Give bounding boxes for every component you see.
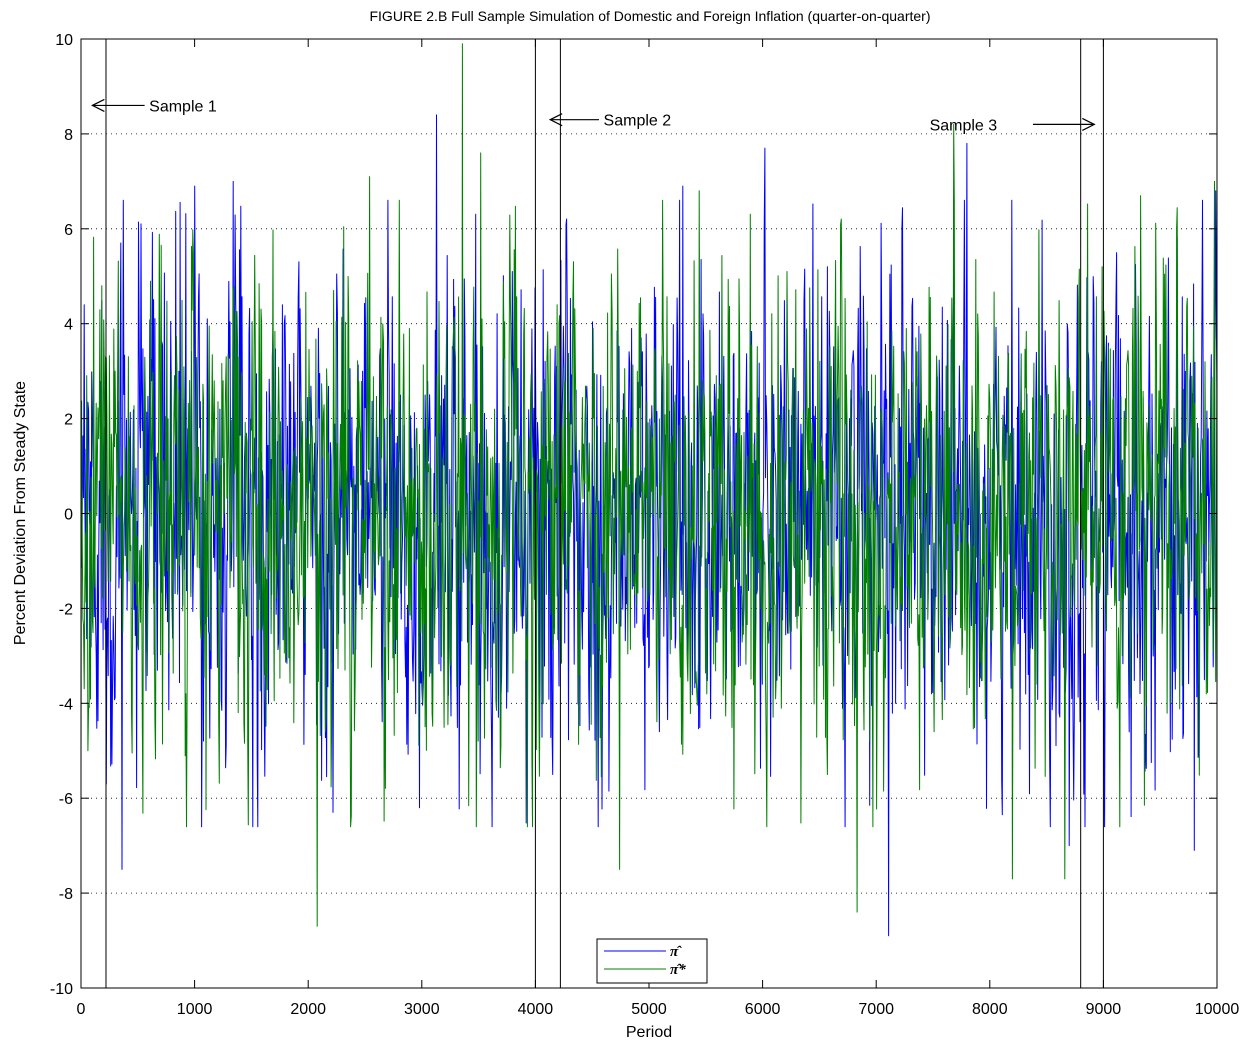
annotation-label: Sample 3 xyxy=(930,117,998,134)
y-tick-label: 10 xyxy=(55,32,73,49)
y-tick-label: -4 xyxy=(59,696,73,713)
y-tick-label: 8 xyxy=(64,127,73,144)
x-tick-label: 5000 xyxy=(631,1001,667,1018)
legend: π̂π̂* xyxy=(596,938,708,984)
legend-label: π̂* xyxy=(670,962,686,978)
annotation-label: Sample 1 xyxy=(149,98,217,115)
plot-area: Sample 1 Sample 2 Sample 3 0 1000 2000 3000 400… xyxy=(50,32,1239,1018)
y-tick-label: -8 xyxy=(59,886,73,903)
series-group xyxy=(81,43,1217,937)
x-tick-label: 6000 xyxy=(745,1001,781,1018)
x-tick-label: 0 xyxy=(77,1001,86,1018)
x-tick-label: 3000 xyxy=(404,1001,440,1018)
x-tick-label: 8000 xyxy=(972,1001,1008,1018)
y-tick-label: 4 xyxy=(64,317,73,334)
annotation-label: Sample 2 xyxy=(604,113,672,130)
x-tick-label: 7000 xyxy=(858,1001,894,1018)
y-tick-label: -10 xyxy=(50,981,73,998)
annotation-arrowhead xyxy=(1082,117,1096,131)
chart-title: FIGURE 2.B Full Sample Simulation of Dom… xyxy=(369,8,930,24)
x-tick-label: 9000 xyxy=(1086,1001,1122,1018)
y-tick-label: 6 xyxy=(64,222,73,239)
series-line xyxy=(81,43,1217,927)
x-tick-label: 2000 xyxy=(290,1001,326,1018)
y-tick-label: -2 xyxy=(59,601,73,618)
annotation-arrowhead xyxy=(548,113,563,127)
annotation-arrowhead xyxy=(91,98,105,112)
x-tick-label: 4000 xyxy=(518,1001,554,1018)
y-tick-label: -6 xyxy=(59,791,73,808)
x-tick-label: 10000 xyxy=(1195,1001,1240,1018)
y-axis-label: Percent Deviation From Steady State xyxy=(12,381,29,645)
legend-box xyxy=(596,938,708,984)
y-tick-label: 0 xyxy=(64,507,73,524)
x-tick-label: 1000 xyxy=(177,1001,213,1018)
y-tick-label: 2 xyxy=(64,412,73,429)
x-axis-label: Period xyxy=(626,1024,672,1041)
